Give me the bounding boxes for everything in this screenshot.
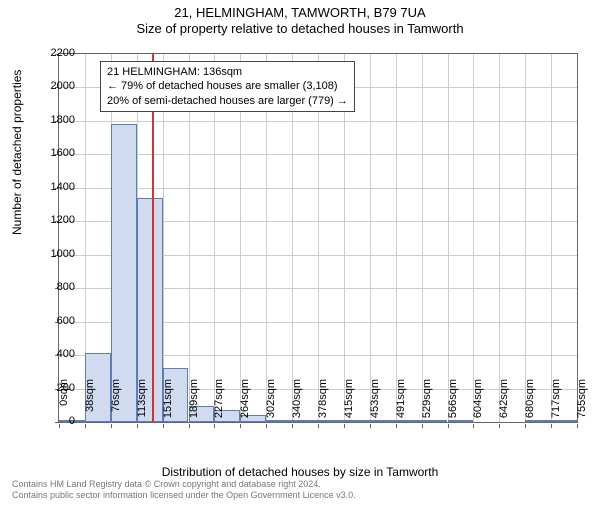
xtick-mark <box>344 424 345 428</box>
histogram-bar <box>344 420 370 422</box>
gridline-v <box>551 54 552 422</box>
xtick-mark <box>577 424 578 428</box>
xtick-mark <box>448 424 449 428</box>
ytick-label: 1000 <box>35 248 75 260</box>
page-subtitle: Size of property relative to detached ho… <box>0 21 600 36</box>
xtick-mark <box>111 424 112 428</box>
xtick-mark <box>422 424 423 428</box>
xtick-mark <box>137 424 138 428</box>
ytick-label: 1200 <box>35 214 75 226</box>
xtick-label: 604sqm <box>472 379 484 419</box>
xtick-label: 340sqm <box>291 379 303 419</box>
footnote: Contains HM Land Registry data © Crown c… <box>12 479 356 501</box>
xtick-mark <box>318 424 319 428</box>
page-title: 21, HELMINGHAM, TAMWORTH, B79 7UA <box>0 5 600 20</box>
histogram-bar <box>448 420 474 422</box>
ytick-label: 1800 <box>35 114 75 126</box>
xtick-label: 113sqm <box>136 379 148 419</box>
xtick-mark <box>525 424 526 428</box>
xtick-label: 264sqm <box>239 379 251 419</box>
xtick-mark <box>266 424 267 428</box>
ytick-label: 1600 <box>35 147 75 159</box>
xtick-mark <box>551 424 552 428</box>
histogram-bar <box>292 420 318 423</box>
xtick-mark <box>240 424 241 428</box>
xtick-label: 453sqm <box>369 379 381 419</box>
xtick-label: 491sqm <box>395 379 407 419</box>
ytick-label: 2000 <box>35 80 75 92</box>
xtick-label: 755sqm <box>576 379 588 419</box>
xtick-mark <box>499 424 500 428</box>
histogram-bar <box>111 124 137 422</box>
xtick-label: 76sqm <box>110 379 122 419</box>
xtick-label: 642sqm <box>498 379 510 419</box>
histogram-bar <box>525 420 551 422</box>
xtick-label: 151sqm <box>162 379 174 419</box>
xtick-label: 529sqm <box>421 379 433 419</box>
y-axis-label: Number of detached properties <box>10 70 24 235</box>
x-axis-label: Distribution of detached houses by size … <box>0 465 600 479</box>
xtick-label: 680sqm <box>524 379 536 419</box>
gridline-v <box>396 54 397 422</box>
xtick-mark <box>473 424 474 428</box>
xtick-label: 302sqm <box>265 379 277 419</box>
xtick-mark <box>292 424 293 428</box>
gridline-v <box>473 54 474 422</box>
info-line-1: 21 HELMINGHAM: 136sqm <box>107 65 348 79</box>
gridline-v <box>422 54 423 422</box>
xtick-mark <box>163 424 164 428</box>
ytick-label: 1400 <box>35 181 75 193</box>
xtick-label: 189sqm <box>188 379 200 419</box>
ytick-label: 400 <box>35 348 75 360</box>
xtick-label: 0sqm <box>58 379 70 419</box>
info-line-3: 20% of semi-detached houses are larger (… <box>107 94 348 108</box>
gridline-v <box>525 54 526 422</box>
ytick-label: 2200 <box>35 47 75 59</box>
gridline-v <box>370 54 371 422</box>
ytick-label: 800 <box>35 281 75 293</box>
footnote-line-1: Contains HM Land Registry data © Crown c… <box>12 479 356 490</box>
info-callout: 21 HELMINGHAM: 136sqm ← 79% of detached … <box>100 61 355 112</box>
info-line-2: ← 79% of detached houses are smaller (3,… <box>107 79 348 93</box>
histogram-bar <box>422 420 448 422</box>
histogram-bar <box>266 420 292 423</box>
xtick-label: 378sqm <box>317 379 329 419</box>
xtick-mark <box>370 424 371 428</box>
ytick-label: 600 <box>35 315 75 327</box>
xtick-mark <box>396 424 397 428</box>
xtick-label: 717sqm <box>550 379 562 419</box>
histogram-bar <box>396 420 422 422</box>
xtick-label: 38sqm <box>84 379 96 419</box>
histogram-bar <box>551 420 577 422</box>
chart-container: 21, HELMINGHAM, TAMWORTH, B79 7UA Size o… <box>0 5 600 505</box>
gridline-v <box>448 54 449 422</box>
xtick-mark <box>85 424 86 428</box>
xtick-mark <box>189 424 190 428</box>
xtick-label: 415sqm <box>343 379 355 419</box>
histogram-bar <box>318 420 344 422</box>
footnote-line-2: Contains public sector information licen… <box>12 490 356 501</box>
xtick-label: 566sqm <box>447 379 459 419</box>
xtick-label: 227sqm <box>213 379 225 419</box>
histogram-bar <box>370 420 396 422</box>
xtick-mark <box>214 424 215 428</box>
gridline-v <box>499 54 500 422</box>
